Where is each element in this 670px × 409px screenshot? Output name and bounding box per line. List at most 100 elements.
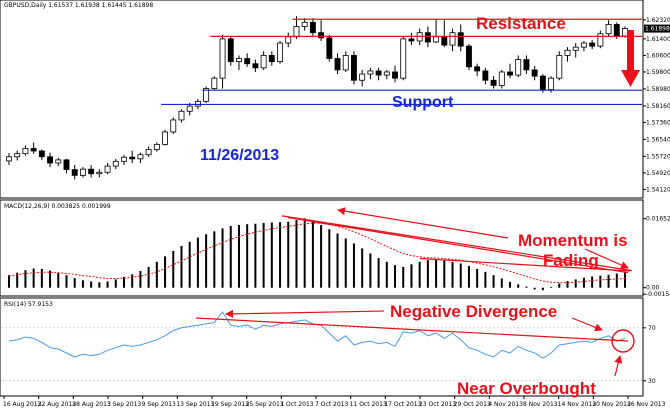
candle-body [531, 69, 538, 77]
candle-body [301, 21, 308, 27]
price-tick-label: 1.56540 [646, 136, 670, 143]
candle-body [277, 42, 283, 63]
price-tick-label: 1.57360 [646, 119, 670, 126]
candle-body [351, 55, 357, 81]
candle-body [236, 58, 242, 63]
candle-body [153, 143, 160, 150]
down-arrow-shaft [627, 30, 634, 70]
candle-body [342, 55, 349, 71]
date-tick-label: 16 Aug 2013 [3, 401, 42, 408]
candle-body [318, 32, 325, 39]
price-tick-label: 1.58980 [646, 86, 670, 93]
date-tick-label: 23 Oct 2013 [419, 401, 456, 408]
candle-body [211, 77, 218, 89]
macd-tick-label: 0.00 [646, 285, 660, 292]
candle-body [400, 38, 407, 79]
candle-body [71, 169, 78, 176]
candle-body [285, 36, 292, 44]
macd-trendline-b [287, 216, 629, 274]
macd-tick-label: 0.016522 [646, 216, 670, 223]
price-header: GBPUSD,Daily 1.61537 1.61938 1.61445 1.6… [4, 2, 153, 9]
candle-body [178, 110, 185, 121]
candle-body [121, 156, 127, 162]
down-arrow-head [621, 70, 640, 87]
candle-body [30, 148, 37, 152]
macd-tick-label: -0.001549 [646, 291, 670, 298]
candle-body [145, 149, 152, 156]
candle-body [129, 156, 136, 160]
candle-body [309, 21, 316, 34]
candle-body [268, 55, 275, 63]
candle-body [474, 66, 481, 72]
macd-signal-line [8, 222, 626, 284]
candle-body [219, 38, 226, 79]
candle-body [589, 42, 596, 47]
candle-body [392, 71, 398, 79]
candle-body [523, 59, 530, 71]
date-tick-label: 25 Sep 2013 [246, 401, 284, 408]
candle-body [622, 28, 628, 37]
resistance-label: Resistance [476, 14, 566, 33]
candle-body [112, 160, 119, 167]
candle-body [47, 156, 54, 164]
candle-body [433, 36, 440, 43]
date-tick-label: 8 Nov 2013 [523, 401, 558, 408]
macd-axis: 0.016522 0.00-0.001549 [643, 216, 670, 298]
candle-body [383, 71, 390, 76]
macd-header: MACD(12,26,9) 0.003825 0.001999 [4, 203, 111, 210]
date-tick-label: 11 Oct 2013 [350, 401, 387, 408]
rsi-arrow-right [571, 317, 603, 332]
candle-body [137, 154, 144, 160]
date-tick-label: 14 Nov 2013 [558, 401, 597, 408]
candle-body [597, 33, 604, 47]
annotation-shapes [195, 30, 640, 377]
date-tick-label: 3 Sep 2013 [107, 401, 141, 408]
candle-body [580, 42, 587, 48]
date-tick-label: 13 Sep 2013 [176, 401, 214, 408]
price-axis: 1.62320 1.61898 1.61400 1.60600 1.59800 1.589… [643, 17, 670, 193]
candle-body [572, 46, 579, 51]
overbought-label: Near Overbought [457, 379, 596, 398]
price-tick-label: 1.61400 [646, 36, 670, 43]
candle-body [367, 70, 374, 75]
macd-histogram [8, 218, 626, 291]
candle-body [556, 55, 563, 79]
date-tick-label: 19 Sep 2013 [211, 401, 249, 408]
price-tick-label: 1.59800 [646, 69, 670, 76]
candle-body [539, 75, 546, 90]
candle-body [605, 24, 612, 35]
date-tick-label: 7 Oct 2013 [315, 401, 348, 408]
candle-body [96, 171, 103, 175]
candle-body [408, 38, 415, 42]
macd-trendline-a [281, 215, 633, 272]
candle-body [170, 119, 177, 133]
divergence-label: Negative Divergence [390, 302, 557, 321]
candle-body [613, 24, 620, 37]
overbought-arrow [614, 355, 623, 377]
candle-body [227, 38, 234, 63]
candle-body [194, 100, 201, 107]
last-price-label: 1.61898 [645, 26, 670, 33]
date-tick-label: 4 Nov 2013 [488, 401, 523, 408]
rsi-axis: 70 30 [643, 325, 656, 385]
candle-body [449, 32, 456, 46]
date-tick-label: 26 Nov 2013 [627, 401, 666, 408]
overbought-circle [611, 329, 635, 353]
date-label: 11/26/2013 [200, 147, 279, 164]
price-tick-label: 1.58160 [646, 103, 670, 110]
candle-body [252, 63, 259, 69]
price-tick-label: 1.62320 [646, 17, 670, 24]
candle-body [334, 58, 341, 71]
date-tick-label: 29 Oct 2013 [454, 401, 491, 408]
rsi-panel-frame [0, 297, 644, 397]
macd-arrow-right [584, 248, 629, 269]
candle-body [6, 156, 12, 162]
candle-body [507, 71, 513, 76]
candle-body [490, 79, 497, 86]
date-tick-label: 28 Aug 2013 [72, 401, 111, 408]
candle-body [457, 32, 464, 47]
rsi-arrow-left [225, 309, 385, 318]
date-tick-label: 20 Nov 2013 [592, 401, 631, 408]
